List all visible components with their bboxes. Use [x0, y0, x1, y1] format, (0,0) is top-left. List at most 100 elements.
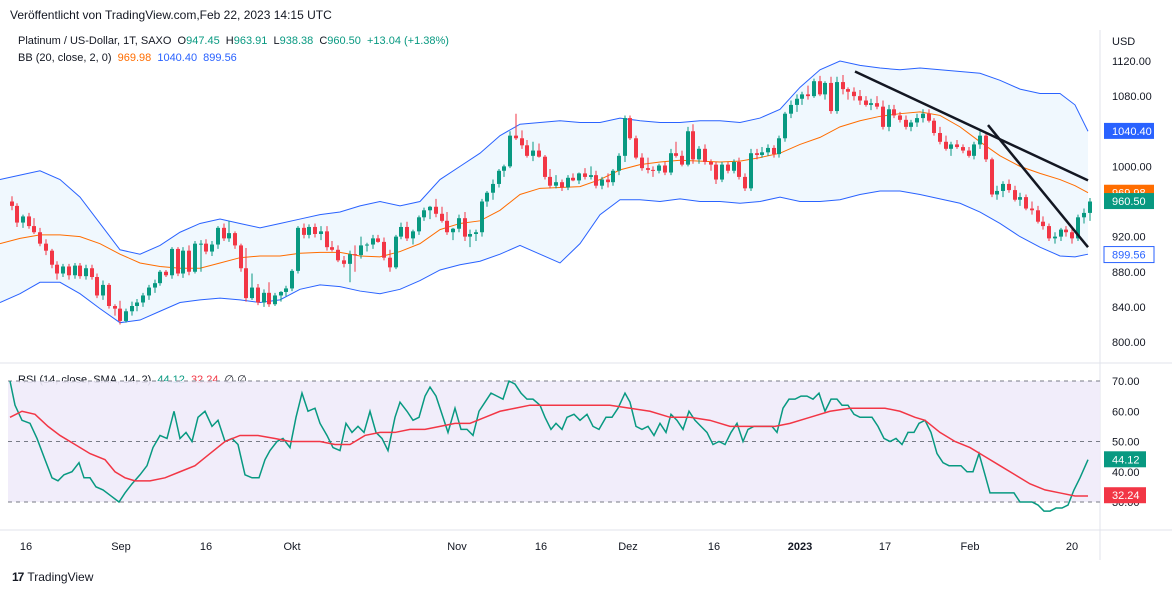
candle — [73, 262, 77, 279]
bb-lower-line — [0, 190, 1089, 324]
candle — [474, 229, 478, 242]
candle-body — [440, 213, 444, 221]
candle-body — [113, 305, 117, 309]
candle — [480, 198, 484, 237]
candle-body — [663, 165, 667, 173]
candle — [147, 284, 151, 300]
candle-body — [399, 226, 403, 237]
bb-lower-value: 899.56 — [203, 52, 237, 64]
candle-body — [107, 284, 111, 306]
symbol-legend[interactable]: Platinum / US-Dollar, 1T, SAXO O947.45 H… — [18, 35, 452, 47]
candle — [1013, 185, 1017, 202]
candle — [1024, 194, 1028, 211]
candle — [1018, 192, 1022, 206]
candle-body — [1082, 212, 1086, 218]
candle — [714, 161, 718, 184]
candle — [846, 87, 850, 100]
candle-body — [560, 182, 564, 188]
candle — [399, 222, 403, 240]
candle — [543, 154, 547, 180]
candle-body — [955, 144, 959, 148]
bb-legend[interactable]: BB (20, close, 2, 0) 969.98 1040.40 899.… — [18, 52, 240, 64]
time-tick-label: Dez — [618, 541, 638, 553]
candle-body — [691, 131, 695, 160]
time-tick-label: Feb — [961, 541, 980, 553]
candle — [38, 227, 42, 247]
price-tick-label: 1080.00 — [1112, 91, 1152, 103]
candle — [325, 226, 329, 251]
candle-body — [382, 241, 386, 258]
candle — [302, 223, 306, 239]
candle-body — [806, 94, 810, 97]
candle — [938, 126, 942, 145]
candle-body — [1053, 236, 1057, 239]
candle-body — [101, 284, 105, 296]
candle — [990, 157, 994, 198]
candle-body — [921, 113, 925, 119]
candle — [267, 282, 271, 307]
low-value: 938.38 — [279, 35, 314, 47]
candle-body — [302, 227, 306, 235]
candle-body — [256, 287, 260, 303]
candle — [508, 131, 512, 169]
candle-body — [342, 260, 346, 264]
rsi-band-fill — [8, 381, 1100, 502]
candle — [376, 234, 380, 243]
tradingview-logo: 17 — [12, 570, 24, 584]
candle-body — [485, 192, 489, 202]
candle-body — [743, 176, 747, 189]
candle-body — [978, 135, 982, 145]
price-axis-unit: USD — [1112, 36, 1135, 48]
time-tick-label: 16 — [708, 541, 720, 553]
rsi-tick-label: 30.00 — [1112, 497, 1140, 509]
candle-body — [720, 164, 724, 180]
candle-body — [611, 170, 615, 183]
price-tick-label: 920.00 — [1112, 232, 1146, 244]
candle — [864, 96, 868, 107]
candle-body — [617, 155, 621, 171]
bb-basis-value: 969.98 — [117, 52, 152, 64]
candle-body — [50, 250, 54, 265]
candle-body — [841, 82, 845, 90]
candle-body — [972, 144, 976, 156]
candle-body — [491, 183, 495, 193]
candle-body — [284, 288, 288, 292]
candle — [445, 212, 449, 235]
candle — [67, 263, 71, 280]
rsi-tag-label: 44.12 — [1112, 454, 1140, 466]
candle-body — [864, 100, 868, 105]
candle — [548, 169, 552, 189]
rsi-legend[interactable]: RSI (14, close, SMA, 14, 2) 44.12 32.24 … — [18, 373, 250, 386]
candle — [130, 301, 134, 316]
candle-body — [210, 244, 214, 252]
candle-body — [296, 227, 300, 271]
price-tag-label: 899.56 — [1112, 250, 1146, 262]
candle-body — [674, 153, 678, 156]
candle-body — [835, 82, 839, 112]
candle — [686, 126, 690, 167]
rsi-series-rsi-ma — [9, 404, 1088, 497]
rsi-value: 44.12 — [157, 374, 185, 386]
candle-body — [61, 266, 65, 274]
footer-brand[interactable]: 17 TradingView — [12, 570, 93, 584]
candle-body — [892, 109, 896, 116]
rsi-tag-label: 32.24 — [1112, 490, 1140, 502]
price-tick-label: 800.00 — [1112, 337, 1146, 349]
candle-body — [1059, 229, 1063, 237]
candle — [262, 289, 266, 307]
candle-body — [325, 231, 329, 248]
candle — [95, 273, 99, 299]
candle-body — [480, 201, 484, 233]
candle-body — [158, 271, 162, 284]
candle-body — [336, 249, 340, 261]
symbol-label: Platinum / US-Dollar, 1T, SAXO — [18, 35, 172, 47]
rsi-series-rsi — [9, 379, 1089, 512]
candle — [319, 226, 323, 241]
candle — [10, 196, 14, 211]
candle-body — [135, 302, 139, 306]
candle — [44, 239, 48, 256]
candle-body — [697, 148, 701, 160]
candle-body — [164, 271, 168, 276]
candle-body — [531, 150, 535, 156]
